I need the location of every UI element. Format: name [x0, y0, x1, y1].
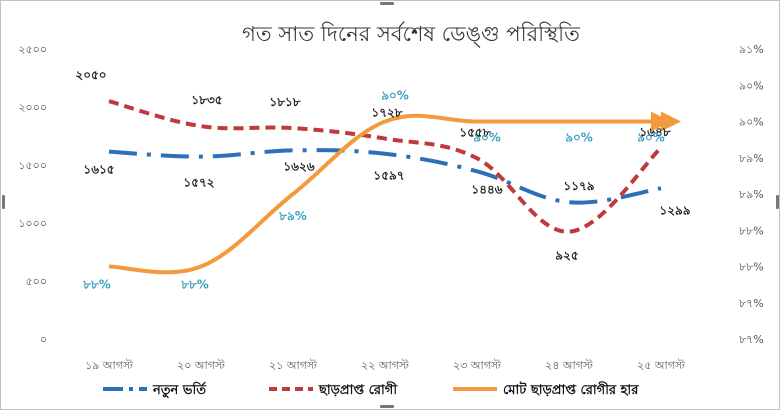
right-axis-tick-label: ৮৭% [739, 297, 764, 310]
data-label-discharge-rate: ৯০% [637, 131, 665, 145]
data-label-new-admissions: ১৬১৫ [83, 163, 114, 177]
x-axis-ticks: ১৯ আগস্ট ২০ আগস্ট ২১ আগস্ট ২২ আগস্ট ২৩ আগস্ট… [85, 359, 686, 372]
series-line-discharge-rate [108, 111, 671, 275]
legend-label: মোট ছাড়প্রাপ্ত রোগীর হার [503, 381, 639, 398]
data-label-discharge-rate: ৯০% [565, 131, 593, 145]
data-label-new-admissions: ১১৭৯ [563, 179, 594, 193]
series-lines [108, 99, 681, 275]
right-axis-tick-label: ৯১% [739, 43, 764, 56]
data-label-discharge-rate: ৯০% [473, 131, 501, 145]
left-axis-tick-label: ০ [40, 333, 47, 346]
left-axis-tick-label: ১০০০ [18, 217, 47, 230]
x-axis-tick-label: ২৩ আগস্ট [453, 359, 502, 372]
right-axis-tick-label: ৮৯% [739, 188, 764, 201]
x-axis-tick-label: ২৪ আগস্ট [545, 359, 594, 372]
left-axis-tick-label: ২০০০ [18, 101, 47, 114]
legend-item-new-admissions: নতুন ভর্তি [103, 381, 207, 399]
chart-title: গত সাত দিনের সর্বশেষ ডেঙ্গু পরিস্থিতি [242, 21, 581, 48]
data-label-discharged: ১৫৫৮ [459, 125, 490, 139]
legend-item-discharged: ছাড়প্রাপ্ত রোগী [269, 381, 398, 398]
data-label-discharge-rate: ৯০% [381, 89, 409, 103]
data-label-new-admissions: ১৬২৬ [283, 159, 314, 173]
legend-label: নতুন ভর্তি [152, 381, 207, 399]
left-axis-tick-label: ১৫০০ [18, 159, 47, 172]
data-label-discharged: ১৬৪৮ [639, 125, 670, 139]
left-axis-ticks: ০ ৫০০ ১০০০ ১৫০০ ২০০০ ২৫০০ [18, 43, 47, 346]
right-axis-tick-label: ৮৮% [739, 224, 764, 237]
x-axis-tick-label: ২০ আগস্ট [177, 359, 226, 372]
data-label-new-admissions: ১৪৪৬ [471, 182, 502, 196]
legend-item-discharge-rate: মোট ছাড়প্রাপ্ত রোগীর হার [453, 381, 639, 398]
data-label-new-admissions: ১২৯৯ [659, 203, 690, 217]
right-axis-tick-label: ৮৭% [739, 333, 764, 346]
data-label-new-admissions: ১৫৭২ [183, 176, 214, 190]
series-line-discharged [108, 99, 663, 234]
legend-label: ছাড়প্রাপ্ত রোগী [318, 381, 398, 398]
data-label-discharge-rate: ৮৯% [278, 209, 307, 223]
data-label-discharged: ১৮৩৫ [191, 93, 222, 107]
data-label-discharged: ১৭২৮ [371, 106, 402, 120]
series-line-new-admissions [108, 148, 662, 205]
right-axis-ticks: ৮৭% ৮৭% ৮৮% ৮৮% ৮৯% ৮৯% ৯০% ৯০% ৯১% [739, 43, 764, 346]
data-label-discharged: ৯২৫ [555, 249, 579, 263]
data-label-discharged: ১৮১৮ [269, 95, 300, 109]
x-axis-tick-label: ২১ আগস্ট [269, 359, 318, 372]
data-label-discharge-rate: ৮৮% [180, 278, 209, 292]
right-axis-tick-label: ৮৯% [739, 152, 764, 165]
x-axis-tick-label: ২২ আগস্ট [361, 359, 410, 372]
data-label-discharged: ২০৫০ [75, 68, 106, 82]
data-label-discharge-rate: ৮৮% [82, 278, 111, 292]
data-label-new-admissions: ১৫৯৭ [373, 169, 404, 183]
x-axis-tick-label: ১৯ আগস্ট [85, 359, 134, 372]
left-axis-tick-label: ২৫০০ [18, 43, 47, 56]
legend: নতুন ভর্তি ছাড়প্রাপ্ত রোগী মোট ছাড়প্রাপ্… [103, 381, 639, 399]
right-axis-tick-label: ৯০% [739, 116, 764, 129]
right-axis-tick-label: ৮৮% [739, 261, 764, 274]
right-axis-tick-label: ৯০% [739, 79, 764, 92]
x-axis-tick-label: ২৫ আগস্ট [637, 359, 686, 372]
data-labels: ১৬১৫ ১৫৭২ ১৬২৬ ১৫৯৭ ১৪৪৬ ১১৭৯ ১২৯৯ ২০৫০ ১৮৩৫ ১৮১৮… [75, 68, 690, 291]
left-axis-tick-label: ৫০০ [26, 275, 47, 288]
